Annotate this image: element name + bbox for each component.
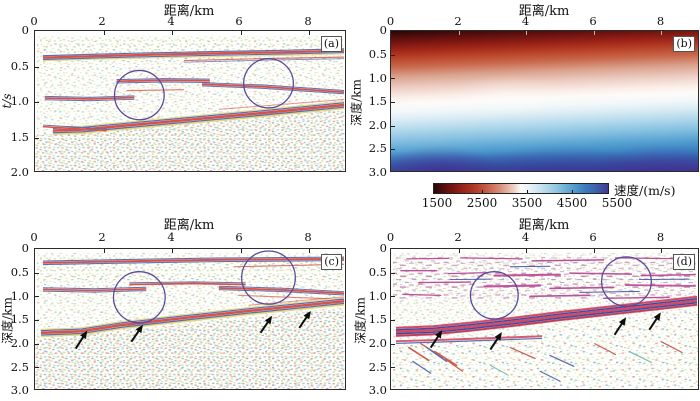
y-tick-label: 1.0 [368, 70, 387, 85]
y-tick-label: 0 [379, 23, 387, 37]
x-tick-label: 0 [30, 14, 38, 28]
x-tick-label: 0 [386, 230, 395, 244]
panel-tag-a: (a) [320, 36, 342, 52]
seismic-section-c [35, 249, 345, 389]
seismic-section-a [35, 31, 345, 171]
annotation-circle [112, 271, 166, 324]
y-tick-label: 0.5 [368, 264, 387, 279]
colorbar-tick-label: 2500 [466, 196, 498, 210]
y-tick-label: 1.0 [368, 288, 387, 303]
y-tick-label: 2.5 [10, 359, 29, 374]
colorbar-title: 速度/(m/s) [614, 183, 676, 198]
x-tick-label: 6 [235, 14, 243, 28]
panel-b-plot: (b) [390, 30, 699, 172]
x-tick-label: 2 [454, 14, 462, 28]
depth-axis-label-c: 深度/km [0, 297, 15, 344]
y-tick-label: 1.5 [368, 312, 387, 326]
panel-tag-d: (d) [673, 254, 695, 270]
deep-noise-zone [35, 109, 345, 171]
y-tick-label: 2.5 [368, 359, 387, 374]
y-tick-label: 3.0 [10, 383, 29, 397]
y-tick-label: 3.0 [368, 383, 387, 397]
x-tick-label: 4 [521, 14, 530, 28]
y-tick-label: 2.0 [368, 117, 387, 132]
panel-d-plot: (d) [390, 248, 699, 390]
depth-axis-label-d: 深度/km [353, 297, 368, 344]
panel-c-plot: (c) [34, 248, 346, 390]
depth-axis-label-b: 深度/km [349, 79, 364, 126]
y-tick-label: 2.0 [368, 335, 387, 350]
panel-a-plot: (a) [34, 30, 346, 172]
y-tick-label: 0 [379, 241, 387, 255]
y-tick-label: 2.5 [368, 141, 387, 155]
x-tick-label: 6 [589, 14, 597, 28]
y-tick-label: 0.5 [10, 264, 29, 279]
x-tick-label: 8 [304, 14, 312, 28]
x-tick-label: 2 [98, 230, 106, 244]
time-axis-label-a: t/s [0, 93, 14, 109]
velocity-colorbar [433, 183, 609, 194]
y-tick-label: 1.0 [10, 94, 29, 108]
x-tick-label: 0 [30, 230, 38, 244]
x-tick-label: 4 [167, 14, 175, 28]
x-tick-label: 8 [304, 230, 312, 244]
colorbar-tick-label: 3500 [511, 196, 543, 210]
annotation-circle [600, 256, 652, 307]
x-tick-label: 6 [235, 230, 243, 244]
deep-diagonal-streaks [408, 341, 683, 382]
x-tick-label: 4 [167, 230, 175, 244]
x-tick-label: 2 [454, 230, 462, 244]
annotation-circle [241, 250, 296, 305]
y-tick-label: 1.0 [10, 288, 29, 303]
velocity-model-image [391, 31, 698, 171]
x-tick-label: 8 [656, 230, 665, 244]
annotation-circle [469, 271, 519, 320]
annotation-circle [243, 57, 294, 109]
distance-axis-title-c: 距离/km [163, 218, 215, 233]
deep-noise-zone [35, 308, 345, 389]
y-tick-label: 1.5 [368, 94, 387, 108]
annotation-circle [113, 69, 165, 121]
deep-noise-zone [391, 310, 698, 389]
y-tick-label: 2.0 [10, 335, 29, 350]
y-tick-label: 0 [21, 241, 29, 255]
y-tick-label: 0.5 [368, 47, 387, 61]
colorbar-tick-label: 5500 [601, 196, 633, 210]
y-tick-label: 0.5 [10, 58, 29, 73]
distance-axis-title-a: 距离/km [163, 4, 215, 19]
colorbar-tick-label: 4500 [556, 196, 588, 210]
y-tick-label: 2.0 [10, 165, 29, 179]
x-tick-label: 6 [589, 230, 597, 244]
x-tick-label: 4 [521, 230, 530, 244]
x-tick-label: 8 [656, 14, 665, 28]
distance-axis-title-b: 距离/km [518, 4, 570, 19]
x-tick-label: 0 [386, 14, 395, 28]
panel-tag-b: (b) [673, 36, 695, 52]
x-tick-label: 2 [98, 14, 106, 28]
arrow-annotations [74, 310, 311, 350]
y-tick-label: 3.0 [368, 164, 387, 179]
y-tick-label: 1.5 [10, 129, 29, 144]
colorbar-tick-label: 1500 [421, 196, 453, 210]
y-tick-label: 1.5 [10, 312, 29, 326]
panel-tag-c: (c) [321, 254, 342, 270]
distance-axis-title-d: 距离/km [518, 218, 570, 233]
arrow-annotations [429, 312, 661, 351]
y-tick-label: 0 [21, 23, 29, 37]
seismic-section-d [391, 249, 698, 389]
